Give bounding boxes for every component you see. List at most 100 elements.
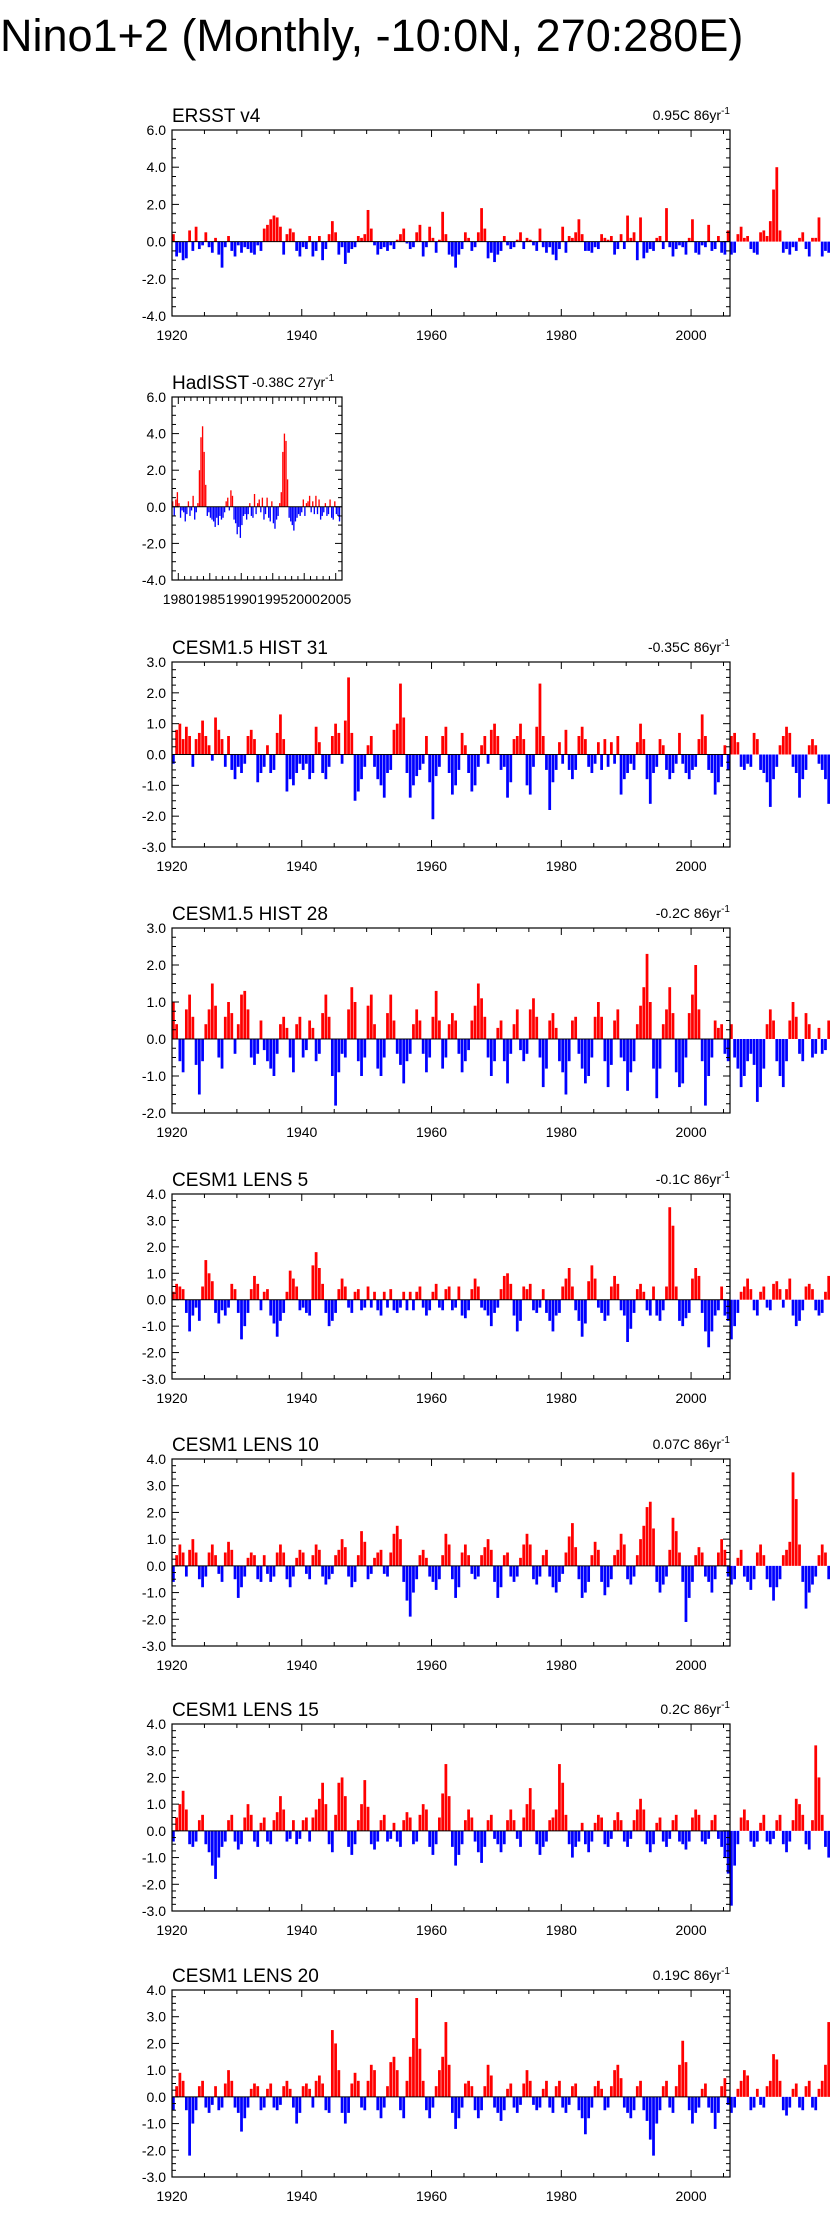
negative-anomaly-bar: [678, 1299, 681, 1321]
negative-anomaly-bar: [814, 1039, 818, 1054]
negative-anomaly-bar: [321, 241, 324, 261]
positive-anomaly-bar: [223, 1552, 227, 1566]
positive-anomaly-bar: [691, 994, 694, 1039]
x-tick-label: 1980: [546, 1922, 577, 1938]
x-tick-label: 1920: [156, 1390, 187, 1406]
positive-anomaly-bar: [593, 2086, 597, 2097]
positive-anomaly-bar: [561, 1286, 565, 1300]
negative-anomaly-bar: [373, 241, 376, 246]
negative-anomaly-bar: [577, 1830, 581, 1842]
positive-anomaly-bar: [356, 1555, 360, 1566]
positive-anomaly-bar: [772, 1283, 775, 1300]
negative-anomaly-bar: [188, 1830, 191, 1845]
negative-anomaly-bar: [768, 754, 772, 807]
y-tick-label: 1.0: [147, 994, 167, 1010]
negative-anomaly-bar: [820, 1299, 824, 1313]
positive-anomaly-bar: [778, 230, 782, 242]
positive-anomaly-bar: [609, 1286, 613, 1300]
positive-anomaly-bar: [188, 1549, 191, 1566]
positive-anomaly-bar: [350, 732, 354, 755]
negative-anomaly-bar: [720, 1830, 724, 1847]
positive-anomaly-bar: [366, 209, 370, 242]
positive-anomaly-bar: [181, 1289, 185, 1300]
negative-anomaly-bar: [288, 1565, 292, 1588]
positive-anomaly-bar: [762, 1555, 766, 1566]
negative-anomaly-bar: [392, 241, 396, 250]
negative-anomaly-bar: [330, 1039, 334, 1076]
negative-anomaly-bar: [515, 1830, 519, 1839]
positive-anomaly-bar: [214, 237, 217, 242]
positive-anomaly-bar: [249, 2088, 253, 2097]
negative-anomaly-bar: [548, 1299, 552, 1321]
positive-anomaly-bar: [282, 1552, 286, 1566]
negative-anomaly-bar: [425, 241, 428, 248]
negative-anomaly-bar: [214, 1299, 217, 1313]
negative-anomaly-bar: [759, 1039, 762, 1088]
y-tick-label: -2.0: [142, 1876, 166, 1892]
negative-anomaly-bar: [356, 754, 360, 792]
negative-anomaly-bar: [247, 506, 249, 515]
positive-anomaly-bar: [172, 1291, 175, 1300]
x-tick-label: 1960: [416, 1657, 447, 1673]
positive-anomaly-bar: [775, 2059, 779, 2097]
positive-anomaly-bar: [279, 714, 282, 755]
negative-anomaly-bar: [438, 1299, 441, 1308]
negative-anomaly-bar: [681, 1830, 685, 1845]
negative-anomaly-bar: [454, 2096, 457, 2129]
positive-anomaly-bar: [635, 1555, 639, 1566]
positive-anomaly-bar: [282, 1016, 286, 1039]
negative-anomaly-bar: [184, 1299, 188, 1313]
positive-anomaly-bar: [781, 1555, 785, 1566]
negative-anomaly-bar: [713, 754, 717, 795]
positive-anomaly-bar: [817, 217, 821, 242]
positive-anomaly-bar: [489, 1549, 493, 1566]
negative-anomaly-bar: [609, 1830, 613, 1839]
negative-anomaly-bar: [301, 1039, 305, 1058]
positive-anomaly-bar: [343, 1547, 347, 1566]
negative-anomaly-bar: [684, 754, 688, 773]
y-tick-label: -3.0: [142, 1903, 166, 1919]
negative-anomaly-bar: [765, 1565, 769, 1580]
positive-anomaly-bar: [723, 1549, 727, 1566]
positive-anomaly-bar: [616, 1283, 620, 1300]
positive-anomaly-bar: [635, 1024, 639, 1039]
negative-anomaly-bar: [454, 754, 457, 786]
positive-anomaly-bar: [415, 1998, 419, 2097]
positive-anomaly-bar: [807, 745, 811, 755]
negative-anomaly-bar: [726, 1565, 730, 1577]
negative-anomaly-bar: [473, 1830, 477, 1842]
negative-anomaly-bar: [528, 754, 532, 795]
negative-anomaly-bar: [681, 1299, 685, 1327]
positive-anomaly-bar: [369, 736, 373, 755]
positive-anomaly-bar: [561, 226, 565, 242]
positive-anomaly-bar: [820, 1544, 824, 1566]
negative-anomaly-bar: [412, 1565, 415, 1593]
positive-anomaly-bar: [564, 729, 568, 755]
negative-anomaly-bar: [707, 1299, 711, 1348]
negative-anomaly-bar: [558, 1299, 561, 1313]
negative-anomaly-bar: [330, 1565, 334, 1574]
negative-anomaly-bar: [798, 1039, 801, 1054]
negative-anomaly-bar: [506, 754, 509, 798]
negative-anomaly-bar: [804, 1830, 808, 1845]
negative-anomaly-bar: [460, 1039, 464, 1073]
y-tick-label: 1.0: [147, 1531, 167, 1547]
negative-anomaly-bar: [195, 506, 197, 513]
negative-anomaly-bar: [438, 1565, 441, 1580]
positive-anomaly-bar: [755, 2088, 759, 2097]
negative-anomaly-bar: [713, 2096, 717, 2129]
negative-anomaly-bar: [613, 241, 616, 255]
positive-anomaly-bar: [704, 736, 707, 755]
positive-anomaly-bar: [249, 1814, 253, 1831]
negative-anomaly-bar: [412, 241, 415, 248]
negative-anomaly-bar: [301, 506, 303, 513]
negative-anomaly-bar: [512, 241, 516, 248]
positive-anomaly-bar: [266, 745, 269, 755]
positive-anomaly-bar: [460, 732, 464, 755]
negative-anomaly-bar: [311, 2096, 315, 2108]
positive-anomaly-bar: [178, 723, 182, 755]
positive-anomaly-bar: [408, 2056, 412, 2097]
positive-anomaly-bar: [694, 965, 698, 1039]
positive-anomaly-bar: [175, 1817, 178, 1831]
